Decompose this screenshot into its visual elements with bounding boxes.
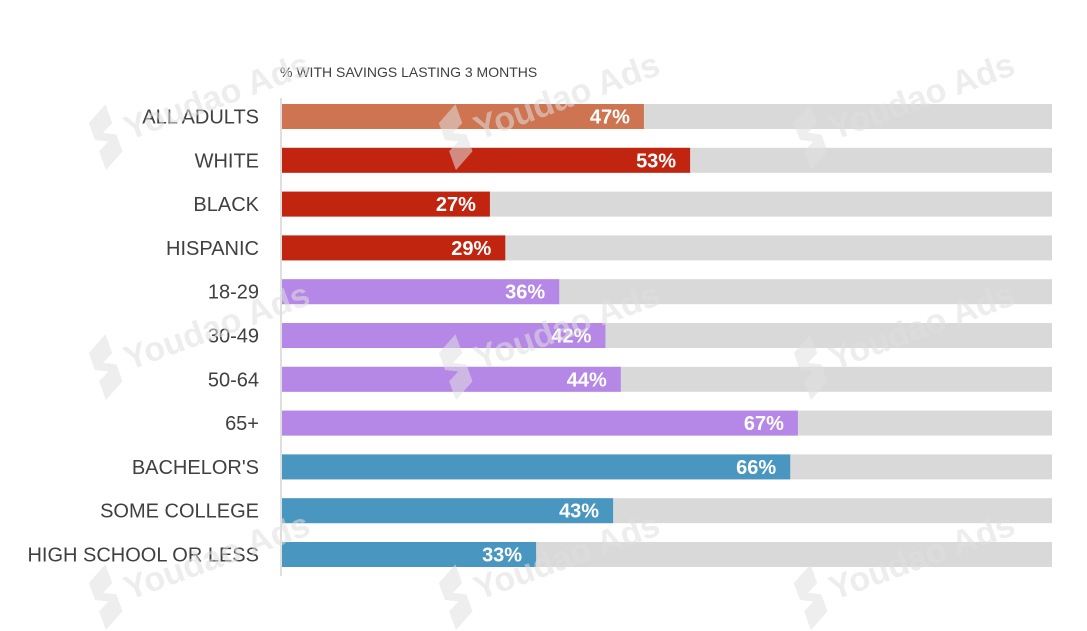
category-label-30-49: 30-49 <box>208 326 259 348</box>
value-label-some-college: 43% <box>559 501 599 523</box>
watermark-logo-icon <box>793 334 828 401</box>
watermark-logo-icon <box>793 564 828 631</box>
category-label-white: WHITE <box>195 150 259 172</box>
watermark-text: Youdao Ads <box>119 46 315 148</box>
bar-high-school-or-less <box>282 542 537 567</box>
bar-white <box>282 147 691 173</box>
watermark-logo-icon <box>438 334 473 401</box>
category-label-high-school-or-less: HIGH SCHOOL OR LESS <box>27 545 259 567</box>
category-label-65: 65+ <box>225 413 259 435</box>
watermark-logo-icon <box>88 334 123 401</box>
category-label-some-college: SOME COLLEGE <box>100 501 259 523</box>
category-label-18-29: 18-29 <box>208 282 259 304</box>
category-label-hispanic: HISPANIC <box>166 238 259 260</box>
value-label-65: 67% <box>744 413 784 435</box>
bar-all-adults <box>282 104 644 129</box>
watermark-logo-icon <box>438 564 473 631</box>
watermark-logo-icon <box>793 104 828 171</box>
bar-hispanic <box>282 235 506 261</box>
watermark-text: Youdao Ads <box>824 46 1020 148</box>
labels-layer: % WITH SAVINGS LASTING 3 MONTHS ALL ADUL… <box>27 64 784 567</box>
value-label-white: 53% <box>636 150 676 172</box>
value-label-50-64: 44% <box>567 369 607 391</box>
value-label-hispanic: 29% <box>451 238 491 260</box>
value-label-bachelor-s: 66% <box>736 457 776 479</box>
watermark-logo-icon <box>88 104 123 171</box>
bar-65 <box>282 410 798 436</box>
watermark-text: Youdao Ads <box>469 46 665 148</box>
value-label-18-29: 36% <box>505 282 545 304</box>
category-label-black: BLACK <box>193 194 259 216</box>
bar-bachelor-s <box>282 454 791 480</box>
category-label-bachelor-s: BACHELOR'S <box>132 457 259 479</box>
bars-layer <box>280 98 1052 576</box>
bar-some-college <box>282 498 614 524</box>
bar-black <box>282 191 490 217</box>
value-label-all-adults: 47% <box>590 107 630 129</box>
value-label-30-49: 42% <box>551 326 591 348</box>
chart-title: % WITH SAVINGS LASTING 3 MONTHS <box>280 64 537 80</box>
watermark-logo-icon <box>438 104 473 171</box>
category-label-50-64: 50-64 <box>208 369 259 391</box>
watermark-logo-icon <box>88 564 123 631</box>
category-label-all-adults: ALL ADULTS <box>142 107 259 129</box>
value-label-high-school-or-less: 33% <box>482 545 522 567</box>
value-label-black: 27% <box>436 194 476 216</box>
bar-18-29 <box>282 279 560 305</box>
bar-30-49 <box>282 323 606 348</box>
